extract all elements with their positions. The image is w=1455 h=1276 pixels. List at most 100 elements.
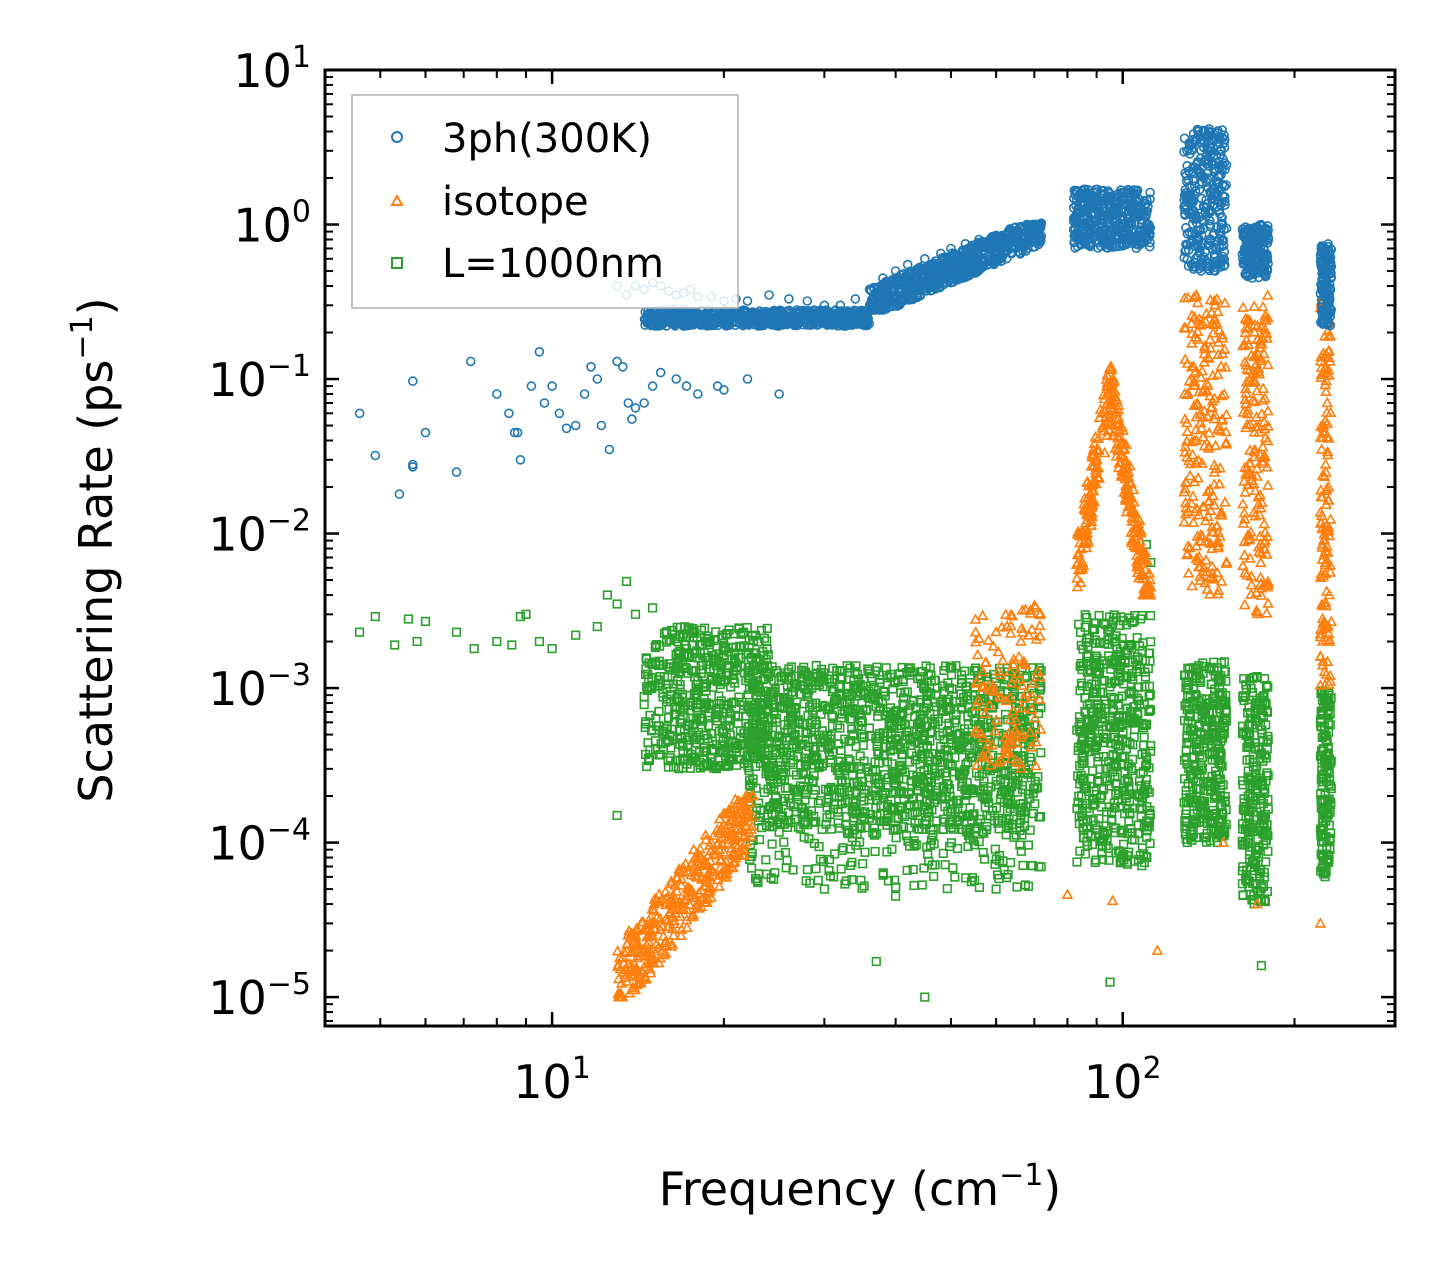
- data-point: [703, 720, 713, 731]
- data-point: [539, 398, 550, 408]
- y-axis-title-end: ): [69, 297, 123, 315]
- data-point: [917, 749, 927, 759]
- data-point: [759, 651, 769, 661]
- data-point: [890, 891, 901, 901]
- data-point: [1005, 857, 1016, 868]
- data-point: [571, 630, 581, 640]
- data-point: [898, 822, 909, 832]
- data-point: [592, 621, 602, 632]
- data-point: [420, 427, 431, 438]
- data-point: [1238, 549, 1251, 560]
- data-point: [971, 648, 984, 660]
- data-point: [845, 714, 855, 724]
- data-point: [1251, 384, 1263, 396]
- data-point: [623, 398, 634, 408]
- data-point: [963, 811, 973, 822]
- data-point: [586, 361, 596, 372]
- plot-area: [354, 124, 1338, 1002]
- data-point: [1105, 977, 1115, 987]
- data-point: [451, 467, 462, 477]
- data-point: [677, 689, 687, 699]
- data-point: [734, 692, 744, 702]
- data-point: [761, 855, 771, 865]
- data-point: [630, 403, 641, 413]
- data-point: [714, 726, 725, 736]
- data-point: [692, 633, 702, 643]
- data-point: [722, 628, 732, 639]
- data-point: [1036, 748, 1046, 758]
- data-point: [700, 636, 711, 646]
- data-point: [810, 744, 820, 754]
- y-axis-title: Scattering Rate (ps−1): [65, 297, 123, 802]
- data-point: [650, 641, 661, 651]
- y-axis-title-sup: −1: [65, 315, 100, 359]
- data-point: [627, 414, 637, 424]
- data-point: [909, 880, 919, 891]
- data-point: [547, 643, 557, 654]
- data-point: [596, 420, 607, 431]
- data-point: [639, 699, 649, 710]
- data-point: [680, 700, 690, 710]
- data-point: [671, 374, 682, 384]
- data-point: [887, 844, 897, 854]
- data-point: [673, 648, 683, 658]
- data-point: [1261, 289, 1274, 300]
- data-point: [647, 603, 658, 613]
- data-point: [736, 629, 746, 639]
- data-point: [947, 761, 957, 771]
- data-point: [403, 614, 414, 624]
- data-point: [1018, 860, 1028, 870]
- data-point: [708, 699, 719, 709]
- data-point: [913, 824, 923, 834]
- data-point: [864, 666, 874, 676]
- data-point: [1178, 516, 1190, 527]
- data-point: [826, 824, 836, 834]
- data-point: [675, 725, 685, 735]
- data-point: [694, 747, 705, 757]
- data-point: [1061, 888, 1074, 899]
- data-point: [882, 810, 892, 820]
- data-point: [667, 724, 677, 734]
- data-point: [469, 643, 479, 654]
- y-axis-title-base: Scattering Rate (ps: [69, 360, 123, 803]
- data-point: [1098, 751, 1108, 762]
- data-point: [767, 758, 777, 768]
- data-point: [1220, 436, 1233, 447]
- data-point: [743, 648, 753, 658]
- data-point: [715, 659, 725, 669]
- data-point: [721, 732, 731, 742]
- data-point: [647, 683, 657, 694]
- data-point: [570, 420, 581, 431]
- data-point: [842, 705, 853, 715]
- data-point: [731, 738, 741, 748]
- data-point: [1139, 732, 1149, 742]
- data-point: [703, 652, 714, 662]
- data-point: [673, 669, 684, 679]
- data-point: [784, 664, 794, 674]
- data-point: [1219, 496, 1231, 507]
- data-point: [689, 752, 700, 762]
- data-point: [682, 649, 693, 659]
- data-point: [604, 444, 615, 455]
- data-point: [675, 684, 685, 694]
- data-point: [705, 664, 715, 674]
- data-point: [724, 755, 734, 765]
- data-point: [728, 697, 738, 707]
- x-axis-title-end: ): [1043, 1162, 1061, 1216]
- data-point: [714, 691, 724, 701]
- data-point: [1094, 610, 1104, 621]
- data-point: [1261, 434, 1274, 446]
- data-point: [1314, 650, 1327, 661]
- data-point: [515, 454, 526, 465]
- data-point: [534, 346, 545, 357]
- data-point: [819, 884, 829, 894]
- data-point: [621, 576, 632, 586]
- data-point: [465, 356, 476, 367]
- data-point: [1144, 681, 1155, 691]
- data-point: [658, 659, 668, 669]
- data-point: [719, 385, 729, 395]
- data-point: [1106, 894, 1119, 906]
- data-point: [870, 846, 880, 857]
- data-point: [1036, 862, 1046, 872]
- data-point: [996, 654, 1009, 665]
